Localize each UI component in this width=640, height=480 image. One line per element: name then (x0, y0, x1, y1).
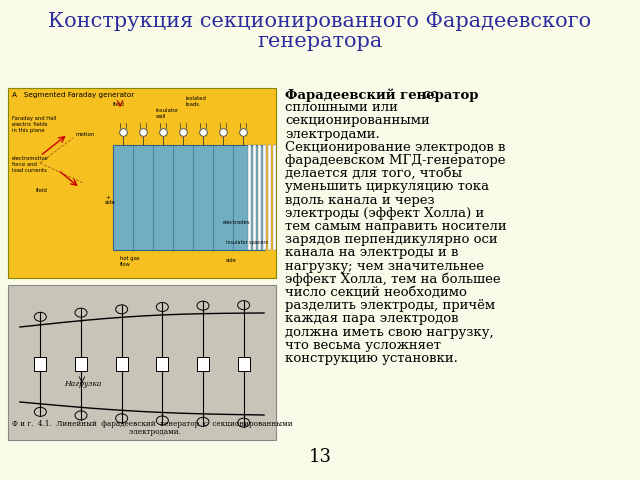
Bar (8, 285, 276, 440)
Text: зарядов перпендикулярно оси: зарядов перпендикулярно оси (285, 233, 498, 246)
Text: разделить электроды, причём: разделить электроды, причём (285, 299, 495, 312)
Bar (253, 145, 256, 250)
Text: генератора: генератора (257, 32, 383, 51)
Text: motion: motion (76, 132, 95, 137)
Text: со: со (419, 88, 438, 101)
Bar (113, 145, 265, 250)
Bar (156, 357, 168, 371)
Text: isolated
loads: isolated loads (186, 96, 207, 107)
Bar (268, 145, 271, 250)
Bar (197, 357, 209, 371)
Text: Faraday and Hall
electric fields
in this plane: Faraday and Hall electric fields in this… (12, 116, 56, 133)
Text: 13: 13 (308, 448, 332, 466)
Text: side: side (226, 258, 237, 263)
Text: электродами.: электродами. (12, 428, 181, 436)
Bar (35, 357, 46, 372)
Text: +
side: + side (105, 194, 116, 205)
Text: Конструкция секционированного Фарадеевского: Конструкция секционированного Фарадеевск… (49, 12, 591, 31)
Text: hot gas
flow: hot gas flow (120, 256, 140, 267)
Text: каждая пара электродов: каждая пара электродов (285, 312, 458, 325)
Bar (273, 145, 276, 250)
Text: делается для того, чтобы: делается для того, чтобы (285, 167, 462, 180)
Text: insulator spacers: insulator spacers (226, 240, 268, 245)
Text: нагрузку; чем значительнее: нагрузку; чем значительнее (285, 260, 484, 273)
Bar (258, 145, 261, 250)
Text: Фарадеевский генератор: Фарадеевский генератор (285, 88, 479, 101)
Text: уменьшить циркуляцию тока: уменьшить циркуляцию тока (285, 180, 489, 193)
Text: сплошными или: сплошными или (285, 101, 398, 114)
Bar (8, 88, 276, 278)
Text: electromotive
force and
load currents: electromotive force and load currents (12, 156, 49, 173)
Text: должна иметь свою нагрузку,: должна иметь свою нагрузку, (285, 325, 493, 338)
Text: Ф и г.  4.1.  Линейный  фарадеевский  генератор  с  секционированными: Ф и г. 4.1. Линейный фарадеевский генера… (12, 420, 292, 428)
Text: секционированными: секционированными (285, 114, 429, 127)
Text: конструкцию установки.: конструкцию установки. (285, 352, 458, 365)
Text: field: field (113, 102, 125, 107)
Bar (263, 145, 266, 250)
Text: канала на электроды и в: канала на электроды и в (285, 246, 458, 259)
Text: электродами.: электродами. (285, 128, 380, 141)
Text: Секционирование электродов в: Секционирование электродов в (285, 141, 506, 154)
Text: вдоль канала и через: вдоль канала и через (285, 193, 435, 206)
Text: A   Segmented Faraday generator: A Segmented Faraday generator (12, 92, 134, 98)
Bar (237, 357, 250, 371)
Text: Нагрузка: Нагрузка (64, 380, 101, 388)
Text: электроды (эффект Холла) и: электроды (эффект Холла) и (285, 207, 484, 220)
Text: electrodes: electrodes (223, 220, 251, 225)
Text: тем самым направить носители: тем самым направить носители (285, 220, 507, 233)
Bar (248, 145, 251, 250)
Bar (75, 357, 87, 371)
Text: что весьма усложняет: что весьма усложняет (285, 339, 441, 352)
Text: insulator
wall: insulator wall (156, 108, 179, 119)
Text: field: field (36, 188, 48, 193)
Text: число секций необходимо: число секций необходимо (285, 286, 467, 299)
Text: эффект Холла, тем на большее: эффект Холла, тем на большее (285, 273, 500, 286)
Bar (116, 357, 127, 371)
Text: фарадеевском МГД-генераторе: фарадеевском МГД-генераторе (285, 154, 506, 167)
